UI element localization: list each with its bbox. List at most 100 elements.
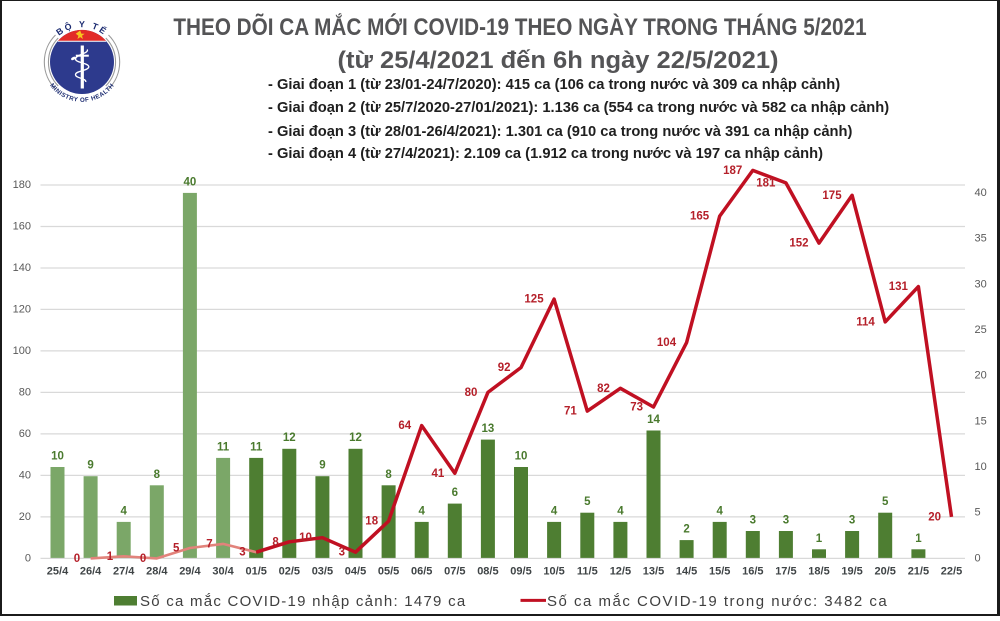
svg-text:41: 41 [432,468,445,480]
svg-text:40: 40 [975,187,987,199]
svg-text:05/5: 05/5 [378,566,399,578]
svg-text:20: 20 [928,511,941,523]
svg-text:7: 7 [206,538,212,550]
svg-text:3: 3 [339,547,345,559]
svg-text:187: 187 [723,165,742,177]
svg-text:152: 152 [789,238,808,250]
svg-text:5: 5 [584,496,591,508]
svg-text:3: 3 [783,515,789,527]
svg-text:08/5: 08/5 [477,566,498,578]
svg-text:181: 181 [756,177,776,189]
svg-text:27/4: 27/4 [113,566,135,578]
svg-text:131: 131 [889,281,909,293]
svg-text:180: 180 [13,179,31,191]
svg-text:8: 8 [154,469,161,481]
svg-text:100: 100 [13,345,31,357]
svg-text:3: 3 [849,515,855,527]
svg-text:4: 4 [418,505,425,517]
svg-text:5: 5 [882,496,889,508]
svg-text:10: 10 [51,451,64,463]
svg-text:10: 10 [975,461,987,473]
svg-text:Số ca mắc COVID-19 nhập cảnh:: Số ca mắc COVID-19 nhập cảnh: 1479 ca [140,593,466,610]
svg-text:16/5: 16/5 [742,566,763,578]
svg-text:0: 0 [74,553,80,565]
svg-text:80: 80 [465,387,478,399]
svg-text:30/4: 30/4 [212,566,234,578]
svg-text:12: 12 [349,432,362,444]
svg-text:21/5: 21/5 [908,566,929,578]
svg-text:01/5: 01/5 [245,566,266,578]
svg-text:30: 30 [975,278,987,290]
svg-text:8: 8 [385,469,392,481]
svg-text:4: 4 [716,505,723,517]
svg-text:125: 125 [524,294,544,306]
svg-text:0: 0 [975,552,981,564]
svg-text:10/5: 10/5 [543,566,564,578]
svg-text:8: 8 [272,536,279,548]
svg-text:10: 10 [299,532,312,544]
svg-text:18: 18 [365,516,378,528]
svg-text:82: 82 [597,383,610,395]
svg-text:20: 20 [19,511,31,523]
svg-text:160: 160 [13,221,31,233]
svg-text:1: 1 [107,551,114,563]
svg-text:20: 20 [975,370,987,382]
svg-text:14/5: 14/5 [676,566,697,578]
svg-text:80: 80 [19,386,31,398]
svg-text:64: 64 [398,420,411,432]
svg-text:03/5: 03/5 [312,566,333,578]
svg-text:3: 3 [750,515,756,527]
svg-text:11/5: 11/5 [577,566,598,578]
svg-text:18/5: 18/5 [808,566,829,578]
svg-text:15/5: 15/5 [709,566,730,578]
svg-text:17/5: 17/5 [775,566,796,578]
svg-text:12/5: 12/5 [610,566,631,578]
svg-text:09/5: 09/5 [510,566,531,578]
svg-text:Số ca mắc COVID-19 trong nước:: Số ca mắc COVID-19 trong nước: 3482 ca [547,593,888,610]
svg-text:9: 9 [319,460,325,472]
svg-text:4: 4 [551,505,558,517]
svg-text:13/5: 13/5 [643,566,664,578]
svg-text:104: 104 [657,337,677,349]
svg-text:19/5: 19/5 [841,566,862,578]
svg-text:12: 12 [283,432,296,444]
svg-text:5: 5 [173,543,180,555]
svg-text:15: 15 [975,415,987,427]
svg-text:5: 5 [975,507,981,519]
svg-text:120: 120 [13,303,31,315]
svg-text:22/5: 22/5 [941,566,962,578]
svg-text:25: 25 [975,324,987,336]
svg-text:0: 0 [140,553,146,565]
svg-text:04/5: 04/5 [345,566,366,578]
svg-text:4: 4 [120,505,127,517]
svg-text:92: 92 [498,362,511,374]
svg-text:11: 11 [250,441,263,453]
svg-text:73: 73 [630,402,643,414]
svg-text:20/5: 20/5 [874,566,895,578]
svg-text:02/5: 02/5 [279,566,300,578]
svg-text:28/4: 28/4 [146,566,168,578]
svg-text:26/4: 26/4 [80,566,102,578]
svg-text:35: 35 [975,233,987,245]
svg-text:0: 0 [25,552,31,564]
svg-text:29/4: 29/4 [179,566,201,578]
svg-text:6: 6 [452,487,458,499]
svg-text:1: 1 [915,533,922,545]
svg-text:71: 71 [564,406,577,418]
svg-text:4: 4 [617,505,624,517]
svg-text:9: 9 [87,460,93,472]
svg-text:140: 140 [13,262,31,274]
svg-text:13: 13 [482,423,495,435]
svg-text:1: 1 [816,533,823,545]
svg-text:07/5: 07/5 [444,566,465,578]
svg-text:25/4: 25/4 [47,566,69,578]
svg-text:14: 14 [647,414,660,426]
svg-text:165: 165 [690,211,710,223]
svg-text:175: 175 [822,190,842,202]
svg-text:2: 2 [683,524,689,536]
svg-text:06/5: 06/5 [411,566,432,578]
svg-text:40: 40 [19,469,31,481]
svg-text:40: 40 [184,176,197,188]
svg-text:114: 114 [856,316,875,328]
svg-text:11: 11 [217,441,230,453]
